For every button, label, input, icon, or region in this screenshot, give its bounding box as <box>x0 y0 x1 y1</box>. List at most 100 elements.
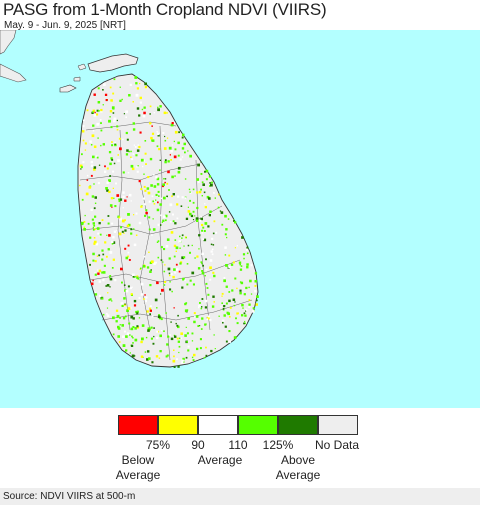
ndvi-pixel <box>170 150 173 153</box>
ndvi-pixel <box>110 157 113 160</box>
ndvi-pixel <box>111 240 114 244</box>
ndvi-pixel <box>242 307 244 309</box>
ndvi-pixel <box>197 180 200 183</box>
ndvi-pixel <box>187 206 189 208</box>
ndvi-pixel <box>136 149 140 152</box>
ndvi-pixel <box>187 210 191 213</box>
ndvi-pixel <box>121 230 124 233</box>
ndvi-pixel <box>243 322 245 325</box>
ndvi-pixel <box>195 217 199 221</box>
ndvi-pixel <box>111 206 113 208</box>
ndvi-pixel <box>177 325 180 329</box>
ndvi-pixel <box>245 308 247 310</box>
ndvi-pixel <box>204 323 207 326</box>
ndvi-pixel <box>137 277 140 280</box>
ndvi-pixel <box>181 196 184 199</box>
ndvi-pixel <box>98 269 102 273</box>
ndvi-pixel <box>196 206 199 210</box>
ndvi-pixel <box>156 183 160 186</box>
ndvi-pixel <box>150 136 153 140</box>
ndvi-pixel <box>191 340 194 342</box>
ndvi-pixel <box>189 192 192 194</box>
ndvi-pixel <box>93 183 95 185</box>
ndvi-pixel <box>96 227 100 230</box>
ndvi-pixel <box>118 232 122 236</box>
ndvi-pixel <box>92 259 95 262</box>
ndvi-pixel <box>109 277 113 281</box>
ndvi-pixel <box>164 264 166 266</box>
ndvi-pixel <box>188 188 191 191</box>
ndvi-pixel <box>214 348 216 350</box>
ndvi-pixel <box>91 111 94 114</box>
ndvi-pixel <box>166 195 168 198</box>
ndvi-pixel <box>127 307 131 310</box>
ndvi-pixel <box>202 238 205 241</box>
ndvi-pixel <box>149 270 152 273</box>
ndvi-pixel <box>97 232 100 235</box>
ndvi-pixel <box>243 293 246 296</box>
island-small-2 <box>73 76 81 82</box>
ndvi-pixel <box>108 190 111 194</box>
ndvi-pixel <box>169 221 172 223</box>
ndvi-pixel <box>201 232 204 234</box>
ndvi-pixel <box>158 195 160 197</box>
ndvi-pixel <box>92 155 95 159</box>
ndvi-pixel <box>109 116 111 118</box>
ndvi-pixel <box>128 193 132 197</box>
ndvi-pixel <box>114 143 117 147</box>
ndvi-pixel <box>122 344 126 347</box>
ndvi-pixel <box>154 298 158 302</box>
ndvi-pixel <box>177 170 181 174</box>
ndvi-pixel <box>132 326 135 328</box>
ndvi-pixel <box>166 137 169 139</box>
ndvi-pixel <box>102 313 105 316</box>
ndvi-pixel <box>221 292 224 295</box>
ndvi-pixel <box>156 336 159 340</box>
ndvi-pixel <box>101 258 104 261</box>
ndvi-speckles <box>79 76 259 368</box>
ndvi-pixel <box>198 234 201 237</box>
ndvi-pixel <box>190 214 194 218</box>
ndvi-pixel <box>204 299 208 303</box>
legend-above-label: Above Average <box>275 453 321 482</box>
ndvi-pixel <box>153 327 155 329</box>
ndvi-pixel <box>135 154 138 157</box>
ndvi-pixel <box>184 334 187 337</box>
ndvi-pixel <box>199 302 201 304</box>
ndvi-pixel <box>189 191 191 193</box>
ndvi-pixel <box>108 151 112 154</box>
ndvi-pixel <box>170 321 172 323</box>
ndvi-pixel <box>191 356 194 359</box>
ndvi-pixel <box>106 189 109 192</box>
ndvi-pixel <box>157 201 159 204</box>
ndvi-pixel <box>131 158 133 161</box>
ndvi-pixel <box>92 222 95 225</box>
ndvi-pixel <box>178 345 181 348</box>
ndvi-pixel <box>107 248 110 251</box>
ndvi-pixel <box>93 145 97 148</box>
ndvi-pixel <box>187 150 189 152</box>
ndvi-pixel <box>125 335 128 338</box>
ndvi-pixel <box>145 209 148 212</box>
ndvi-pixel <box>231 289 234 292</box>
ndvi-pixel <box>183 142 186 146</box>
ndvi-pixel <box>186 341 188 343</box>
ndvi-pixel <box>152 218 154 220</box>
ndvi-pixel <box>96 122 100 126</box>
ndvi-pixel <box>133 299 137 303</box>
ndvi-pixel <box>158 357 161 359</box>
legend-swatch-75-90 <box>158 415 198 435</box>
ndvi-pixel <box>174 175 176 177</box>
ndvi-pixel <box>241 303 244 307</box>
ndvi-pixel <box>163 178 165 180</box>
ndvi-pixel <box>111 267 114 269</box>
ndvi-pixel <box>125 110 128 114</box>
ndvi-pixel <box>187 244 190 247</box>
ndvi-pixel <box>191 244 193 247</box>
ndvi-pixel <box>194 215 196 217</box>
ndvi-pixel <box>160 197 162 199</box>
ndvi-pixel <box>104 241 107 244</box>
ndvi-pixel <box>224 254 227 256</box>
ndvi-pixel <box>246 263 249 266</box>
ndvi-pixel <box>192 188 195 191</box>
